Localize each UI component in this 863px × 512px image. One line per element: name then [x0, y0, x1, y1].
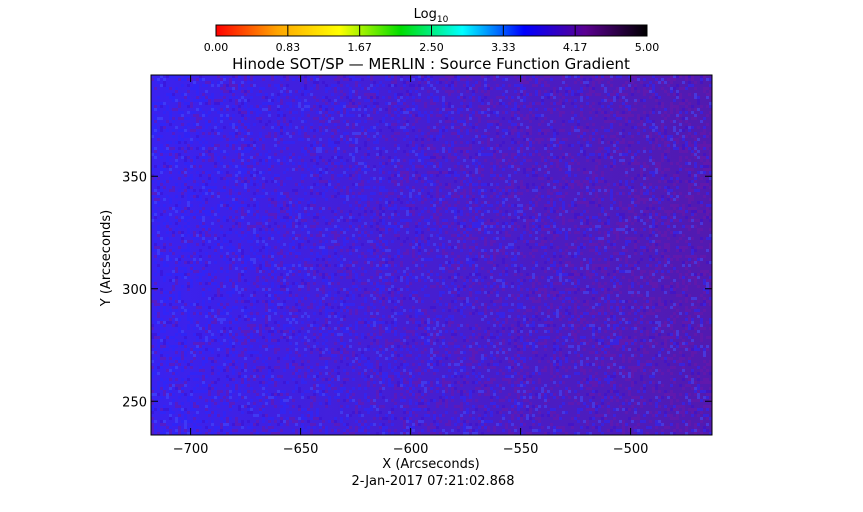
plot-area: −700 −650 −600 −550 −500 250 300 350 — [122, 74, 713, 457]
y-axis: 250 300 350 — [122, 170, 712, 410]
colorbar-tick-label-3: 2.50 — [419, 41, 444, 54]
x-tick-label-0: −700 — [173, 442, 209, 457]
chart-title: Hinode SOT/SP — MERLIN : Source Function… — [232, 55, 630, 73]
colorbar: Log10 0.00 0.83 1.67 2.50 3.33 4.17 5.00 — [204, 7, 660, 54]
x-axis: −700 −650 −600 −550 −500 — [173, 75, 649, 457]
x-tick-label-2: −600 — [393, 442, 429, 457]
colorbar-tick-label-5: 4.17 — [563, 41, 588, 54]
colorbar-ticks: 0.00 0.83 1.67 2.50 3.33 4.17 5.00 — [204, 25, 660, 54]
y-axis-label: Y (Arcseconds) — [99, 210, 114, 307]
timestamp: 2-Jan-2017 07:21:02.868 — [352, 474, 515, 489]
colorbar-tick-label-2: 1.67 — [347, 41, 372, 54]
x-tick-label-1: −650 — [283, 442, 319, 457]
heatmap-noise — [151, 75, 712, 435]
y-tick-label-1: 300 — [122, 283, 147, 298]
y-tick-label-2: 350 — [122, 170, 147, 185]
colorbar-label: Log10 — [414, 7, 449, 25]
colorbar-tick-label-1: 0.83 — [276, 41, 301, 54]
x-tick-label-4: −500 — [613, 442, 649, 457]
colorbar-tick-label-0: 0.00 — [204, 41, 229, 54]
colorbar-tick-label-6: 5.00 — [635, 41, 660, 54]
x-tick-label-3: −550 — [503, 442, 539, 457]
colorbar-tick-label-4: 3.33 — [491, 41, 516, 54]
x-axis-label: X (Arcseconds) — [382, 457, 479, 472]
plot-frame — [150, 74, 713, 436]
y-tick-label-0: 250 — [122, 395, 147, 410]
